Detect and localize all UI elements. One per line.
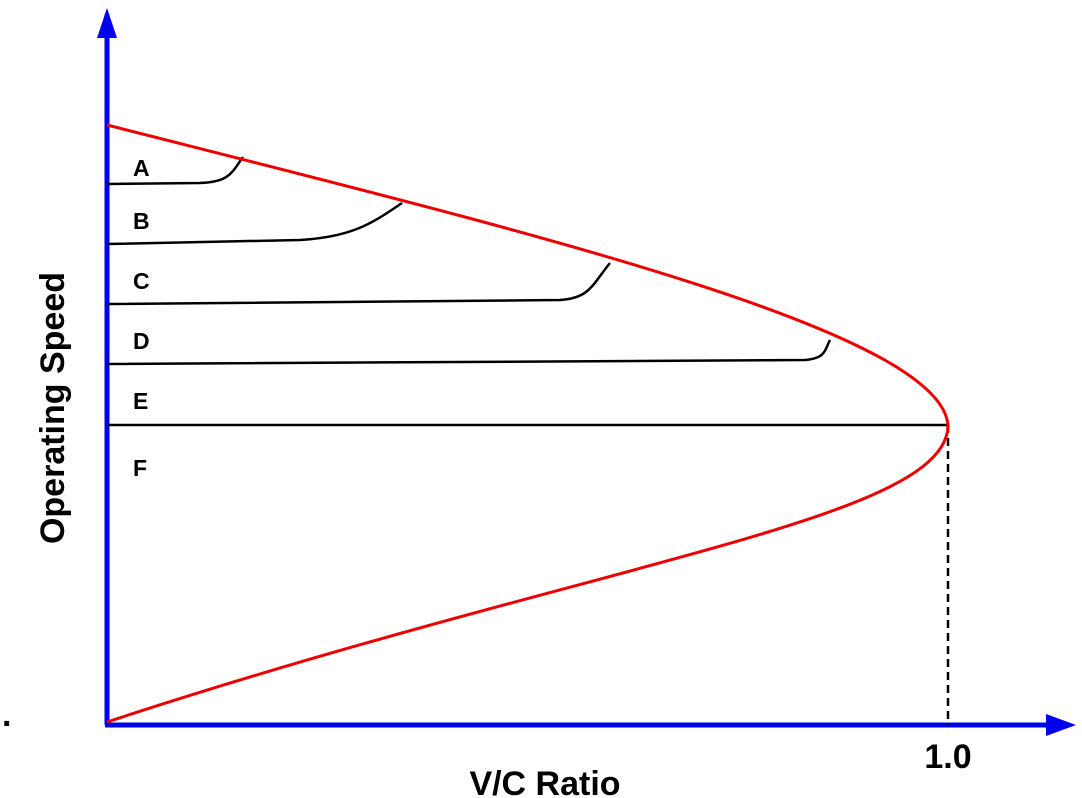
level-label: B xyxy=(133,208,150,234)
level-line xyxy=(106,339,832,366)
level-label: E xyxy=(133,388,148,414)
origin-mark: . xyxy=(2,696,11,734)
level-lines xyxy=(106,156,948,427)
level-label: D xyxy=(133,328,150,354)
level-line xyxy=(106,201,403,246)
x-axis-label: V/C Ratio xyxy=(469,765,620,798)
y-arrow xyxy=(97,8,117,38)
x-tick-label: 1.0 xyxy=(924,738,971,776)
level-label: A xyxy=(133,155,150,181)
x-arrow xyxy=(1046,714,1076,736)
y-axis-label: Operating Speed xyxy=(34,272,72,544)
level-line xyxy=(106,156,245,186)
level-label: F xyxy=(133,455,147,481)
level-line xyxy=(106,262,611,306)
level-label: C xyxy=(133,268,150,294)
speed-flow-curve xyxy=(106,123,950,724)
